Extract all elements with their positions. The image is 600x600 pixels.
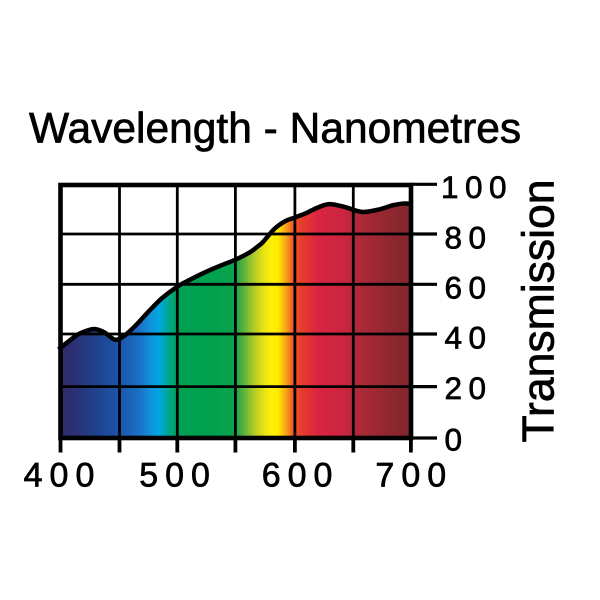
svg-text:60: 60 [445,270,493,306]
svg-text:700: 700 [375,456,453,494]
svg-text:20: 20 [445,370,493,406]
svg-text:100: 100 [441,169,513,205]
svg-text:600: 600 [262,456,340,494]
svg-text:500: 500 [139,456,217,494]
svg-text:Transmission: Transmission [515,180,564,443]
svg-text:40: 40 [445,320,493,356]
svg-text:400: 400 [24,456,102,494]
svg-text:Wavelength - Nanometres: Wavelength - Nanometres [29,106,521,153]
svg-text:0: 0 [445,422,469,458]
svg-text:80: 80 [445,220,493,256]
